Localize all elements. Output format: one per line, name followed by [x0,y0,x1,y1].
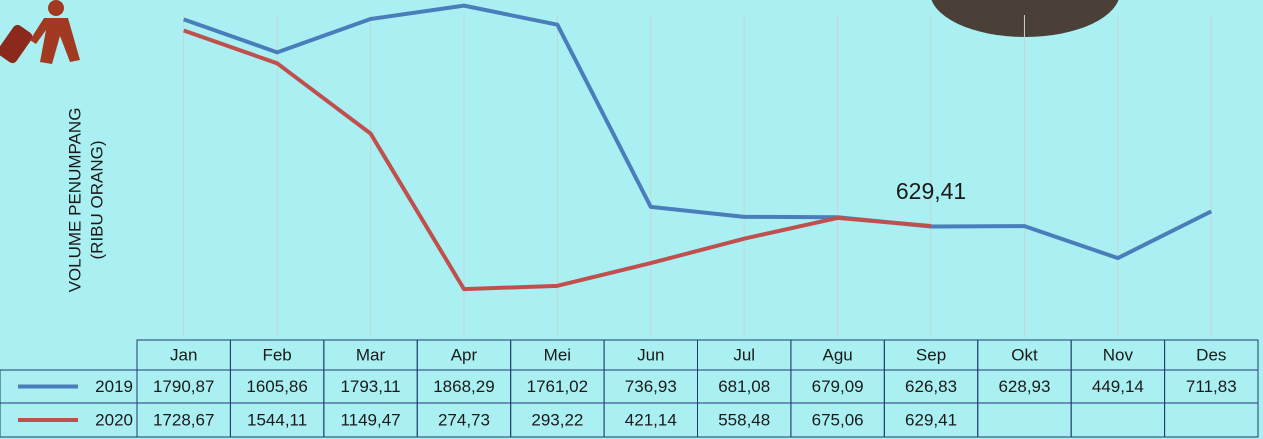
table-value: 675,06 [812,410,864,429]
x-tick-label: Agu [823,345,853,364]
table-value: 449,14 [1092,377,1144,396]
x-tick-label: Apr [451,345,478,364]
series-line [183,3,1213,261]
decor-photo [931,0,1119,37]
table-value: 1790,87 [153,377,214,396]
x-tick-label: Jan [170,345,197,364]
table-value: 1761,02 [527,377,588,396]
x-tick-label: Des [1196,345,1226,364]
x-tick-label: Jul [733,345,755,364]
table-value: 679,09 [812,377,864,396]
table-value: 1149,47 [340,410,400,429]
table-value: 628,93 [998,377,1050,396]
data-label: 629,41 [896,178,966,204]
table-value: 274,73 [438,410,490,429]
table-value: 1605,86 [246,377,307,396]
series-line [183,28,932,292]
table-value: 1728,67 [153,410,214,429]
y-axis-label: (RIBU ORANG) [87,141,106,260]
table-value: 421,14 [625,410,677,429]
table-value: 736,93 [625,377,677,396]
table-value: 681,08 [718,377,770,396]
table-value: 626,83 [905,377,957,396]
x-tick-label: Feb [262,345,291,364]
table-cell [1164,402,1259,438]
table-value: 711,83 [1186,377,1237,396]
x-tick-label: Jun [637,345,664,364]
x-tick-label: Okt [1011,345,1038,364]
y-axis-label: VOLUME PENUMPANG [65,108,84,293]
table-value: 558,48 [718,410,770,429]
table-value: 629,41 [905,410,957,429]
table-value: 1544,11 [247,410,307,429]
x-tick-label: Mar [356,345,386,364]
table-value: 293,22 [531,410,583,429]
traveler-icon [0,0,80,64]
legend-label: 2020 [95,410,133,429]
legend-label: 2019 [95,377,133,396]
table-value: 1868,29 [433,377,494,396]
x-tick-label: Mei [544,345,571,364]
x-tick-label: Nov [1103,345,1134,364]
table-value: 1793,11 [340,377,400,396]
x-tick-label: Sep [916,345,946,364]
